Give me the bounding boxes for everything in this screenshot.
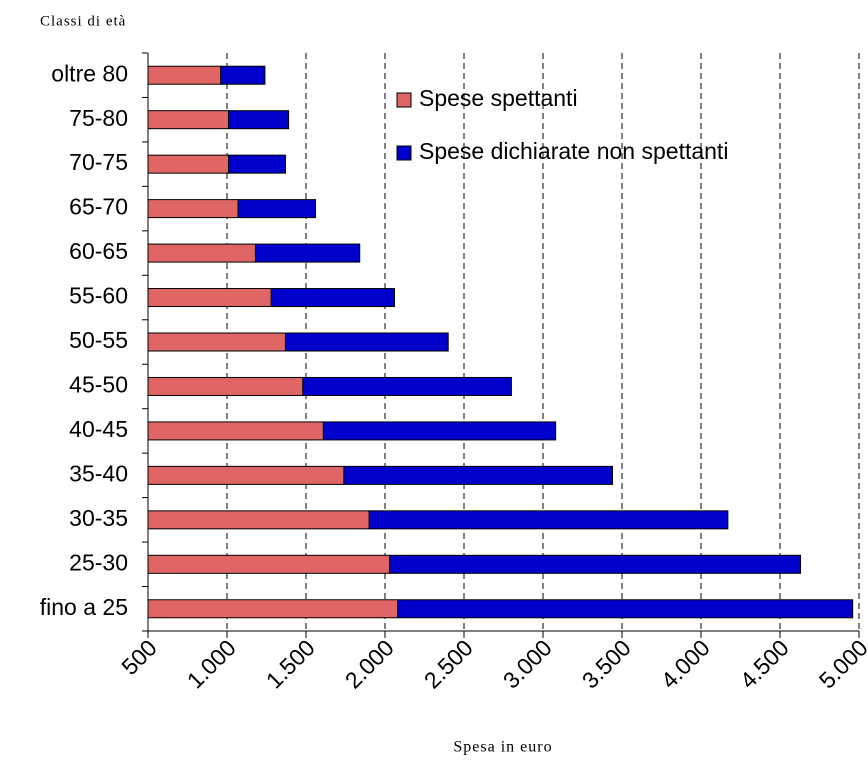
bar-segment (147, 154, 230, 174)
legend-swatch (396, 145, 412, 161)
bar-segment (368, 510, 729, 530)
y-tick-label: fino a 25 (40, 594, 128, 620)
legend-label: Spese spettanti (419, 85, 578, 111)
bar-segment (147, 332, 286, 352)
y-tick-label: 70-75 (69, 149, 128, 175)
bar-segment (270, 288, 395, 308)
y-tick-label: 60-65 (69, 238, 128, 264)
bar-segment (237, 199, 316, 219)
x-tick-label: 1.500 (261, 634, 320, 693)
y-tick-label: 75-80 (69, 105, 128, 131)
y-tick-label: 35-40 (69, 460, 128, 486)
legend-swatch (396, 92, 412, 108)
bar-segment (389, 554, 802, 574)
x-axis-title: Spesa in euro (453, 739, 552, 756)
x-tick-label: 2.000 (340, 634, 399, 693)
bar-segment (147, 599, 399, 619)
bar-segment (147, 110, 230, 130)
y-tick-label: 55-60 (69, 283, 128, 309)
y-tick-label: 30-35 (69, 505, 128, 531)
bar-segment (254, 243, 361, 263)
bar-segment (147, 554, 391, 574)
bar-segment (397, 599, 854, 619)
bar-segment (147, 65, 222, 85)
y-tick-label: 25-30 (69, 549, 128, 575)
bar-segment (228, 154, 286, 174)
x-tick-label: 4.000 (656, 634, 715, 693)
x-tick-label: 2.500 (419, 634, 478, 693)
y-tick-label: 45-50 (69, 372, 128, 398)
y-tick-label: 50-55 (69, 327, 128, 353)
legend-label: Spese dichiarate non spettanti (419, 138, 728, 164)
x-tick-label: 4.500 (735, 634, 794, 693)
y-tick-label: 65-70 (69, 194, 128, 220)
bar-segment (147, 421, 324, 441)
bar-segment (147, 288, 272, 308)
x-tick-label: 3.000 (498, 634, 557, 693)
x-tick-label: 1.000 (182, 634, 241, 693)
bar-segment (220, 65, 266, 85)
bar-segment (147, 243, 256, 263)
bar-segment (343, 465, 614, 485)
axis-category-title: Classi di età (40, 13, 126, 29)
bar-segment (284, 332, 449, 352)
bar-segment (147, 376, 304, 396)
x-tick-label: 500 (116, 634, 162, 680)
bar-segment (147, 199, 239, 219)
bar-segment (147, 465, 345, 485)
bar-segment (228, 110, 290, 130)
y-tick-label: oltre 80 (51, 60, 128, 86)
bar-segment (147, 510, 370, 530)
y-tick-label: 40-45 (69, 416, 128, 442)
bar-segment (302, 376, 512, 396)
x-tick-label: 3.500 (577, 634, 636, 693)
bar-segment (322, 421, 557, 441)
x-tick-label: 5.000 (814, 634, 868, 693)
